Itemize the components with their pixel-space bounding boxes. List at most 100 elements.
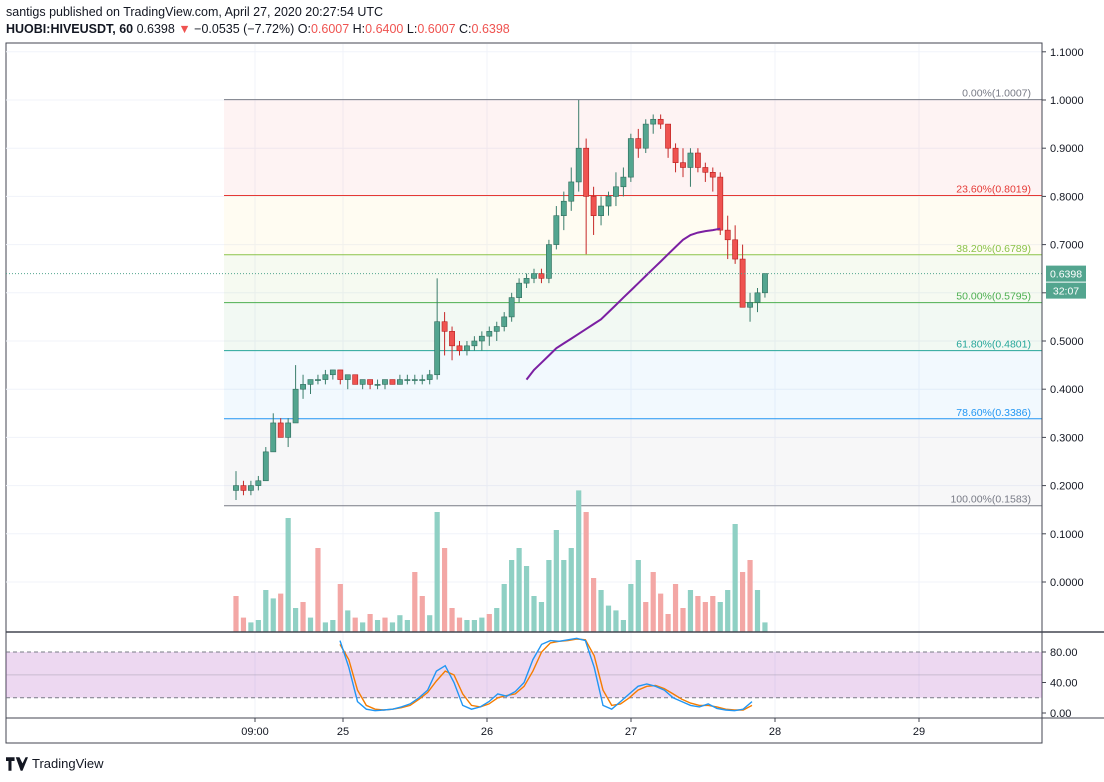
candle-body [687,152,694,168]
close-value: 0.6398 [471,22,510,36]
volume-bar [471,620,477,632]
candle-body [598,205,604,216]
volume-bar [300,602,306,632]
volume-bar [628,584,634,632]
time-tick-label: 26 [481,726,493,738]
fib-level-label: 100.00%(0.1583) [950,494,1031,506]
volume-bar [658,593,664,632]
high-label: H: [352,22,366,36]
symbol-label[interactable]: HUOBI:HIVEUSDT, 60 [6,22,134,36]
volume-bar [427,615,433,632]
candle-body [315,379,321,381]
candle-body [419,379,426,381]
candle-body [747,302,753,308]
candle-body [404,379,411,381]
volume-bar [322,622,328,632]
price-chart[interactable]: 0.00%(1.0007) 23.60%(0.8019) 38.20%(0.6789… [0,0,1104,750]
volume-bars [233,490,768,632]
time-tick-label: 09:00 [241,726,269,738]
fib-zone [224,302,1042,351]
candle-body [694,152,701,168]
volume-bar [635,560,641,632]
stoch-tick-label: 40.00 [1050,678,1078,690]
volume-bar [598,590,604,632]
last-price-badge-text: 0.6398 [1050,269,1082,281]
candle-body [724,229,731,241]
price-tick-label: 0.9000 [1050,143,1084,155]
candle-body [665,123,671,149]
volume-bar [360,622,366,632]
volume-bar [680,608,686,632]
volume-bar [278,593,284,632]
candle-body [382,379,388,385]
candle-body [292,388,299,424]
volume-bar [546,560,552,632]
candle-body [516,282,522,298]
stochastic-axis: 80.00 40.00 0.00 [1042,647,1078,720]
candle-body [545,244,552,279]
volume-bar [374,620,381,632]
volume-bar [620,620,626,632]
price-tick-label: 0.0000 [1050,577,1084,589]
candle-body [389,379,396,385]
candle-body [508,297,515,318]
volume-bar [687,590,694,632]
candle-body [575,147,582,183]
candle-body [486,331,493,337]
stoch-d-line [339,638,753,711]
price-axis[interactable]: 1.10001.00000.90000.80000.70000.60000.50… [1041,43,1084,743]
symbol-legend: HUOBI:HIVEUSDT, 60 0.6398 ▼ −0.0535 (−7.… [6,22,510,36]
down-arrow-icon: ▼ [178,22,191,36]
price-tick-label: 0.3000 [1050,432,1084,444]
volume-bar [665,614,671,632]
candlestick-series[interactable] [233,100,768,501]
volume-bar [285,518,291,632]
volume-bar [263,590,269,632]
volume-bar [591,578,597,632]
candle-body [538,273,545,279]
volume-bar [516,548,522,632]
volume-bar [695,596,701,632]
candle-body [329,369,336,376]
price-change: −0.0535 (−7.72%) [194,22,295,36]
candle-body [650,118,657,125]
fib-zone [224,254,1042,303]
time-axis[interactable]: 09:00 25 26 27 28 29 [241,718,925,738]
candle-body [642,123,649,149]
moving-average-line [525,227,721,381]
fib-level-label: 61.80%(0.4801) [956,339,1031,351]
volume-bar [479,617,485,632]
volume-bar [337,584,343,632]
price-tick-label: 1.0000 [1050,95,1084,107]
volume-bar [531,596,537,632]
publish-info: santigs published on TradingView.com, Ap… [6,5,383,19]
volume-bar [449,608,455,632]
tradingview-footer[interactable]: TradingView [6,756,104,771]
candle-body [493,326,500,332]
volume-bar [583,512,589,632]
volume-bar [643,602,649,632]
volume-bar [568,548,574,632]
volume-bar [240,617,247,632]
candle-body [620,176,627,188]
candle-body [657,118,664,125]
fib-level-label: 23.60%(0.8019) [956,183,1031,195]
candle-body [307,379,314,385]
close-label: C: [459,22,472,36]
volume-bar [740,572,746,632]
volume-bar [523,566,530,632]
volume-bar [613,610,619,632]
stoch-k-line [339,637,753,712]
candle-body [441,321,448,332]
footer-brand: TradingView [32,756,104,771]
volume-bar [747,560,753,632]
stochastic-pane[interactable] [6,637,1042,712]
candle-body [434,321,441,376]
candle-body [300,384,306,390]
time-tick-label: 25 [337,726,349,738]
candle-body [717,176,724,231]
candle-body [449,331,455,347]
candle-body [337,369,344,380]
volume-bar [330,620,336,632]
price-tick-label: 0.7000 [1050,240,1084,252]
